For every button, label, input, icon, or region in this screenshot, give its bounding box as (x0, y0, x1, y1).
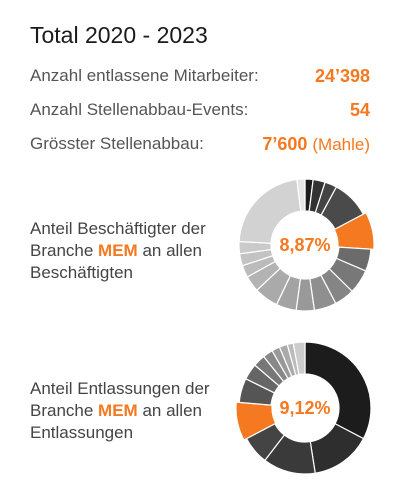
stat-value: 7’600 (Mahle) (262, 134, 370, 154)
donut-center-label: 8,87% (279, 235, 330, 255)
donut-chart-layoffs: 9,12% (236, 341, 372, 475)
donut-slice-mem (236, 401, 277, 441)
stat-label: Anzahl entlassene Mitarbeiter: (30, 66, 259, 85)
stat-row-employees: Anzahl entlassene Mitarbeiter: 24’398 (30, 66, 370, 86)
donut-chart-employees: 8,87% (238, 178, 374, 312)
donut-slice (304, 341, 372, 440)
highlight-mem: MEM (98, 241, 138, 260)
stat-note: (Mahle) (312, 135, 370, 154)
stat-label: Anzahl Stellenabbau-Events: (30, 100, 249, 119)
stat-value: 24’398 (314, 66, 370, 86)
stat-row-events: Anzahl Stellenabbau-Events: 54 (30, 100, 370, 120)
donut-slice-mem (333, 211, 374, 251)
page-title: Total 2020 - 2023 (30, 22, 208, 48)
donut-slice (238, 178, 302, 244)
donut-description-employees: Anteil Beschäftigter der Branche MEM an … (30, 219, 206, 282)
donut-slice (296, 178, 306, 212)
donut-slice (292, 341, 306, 376)
stat-label: Grösster Stellenabbau: (30, 134, 204, 153)
highlight-mem: MEM (98, 401, 138, 420)
donut-description-layoffs: Anteil Entlassungen der Branche MEM an a… (30, 379, 210, 442)
stat-value: 54 (349, 100, 370, 120)
stat-row-largest: Grösster Stellenabbau: 7’600 (Mahle) (30, 134, 370, 154)
donut-center-label: 9,12% (279, 398, 330, 418)
